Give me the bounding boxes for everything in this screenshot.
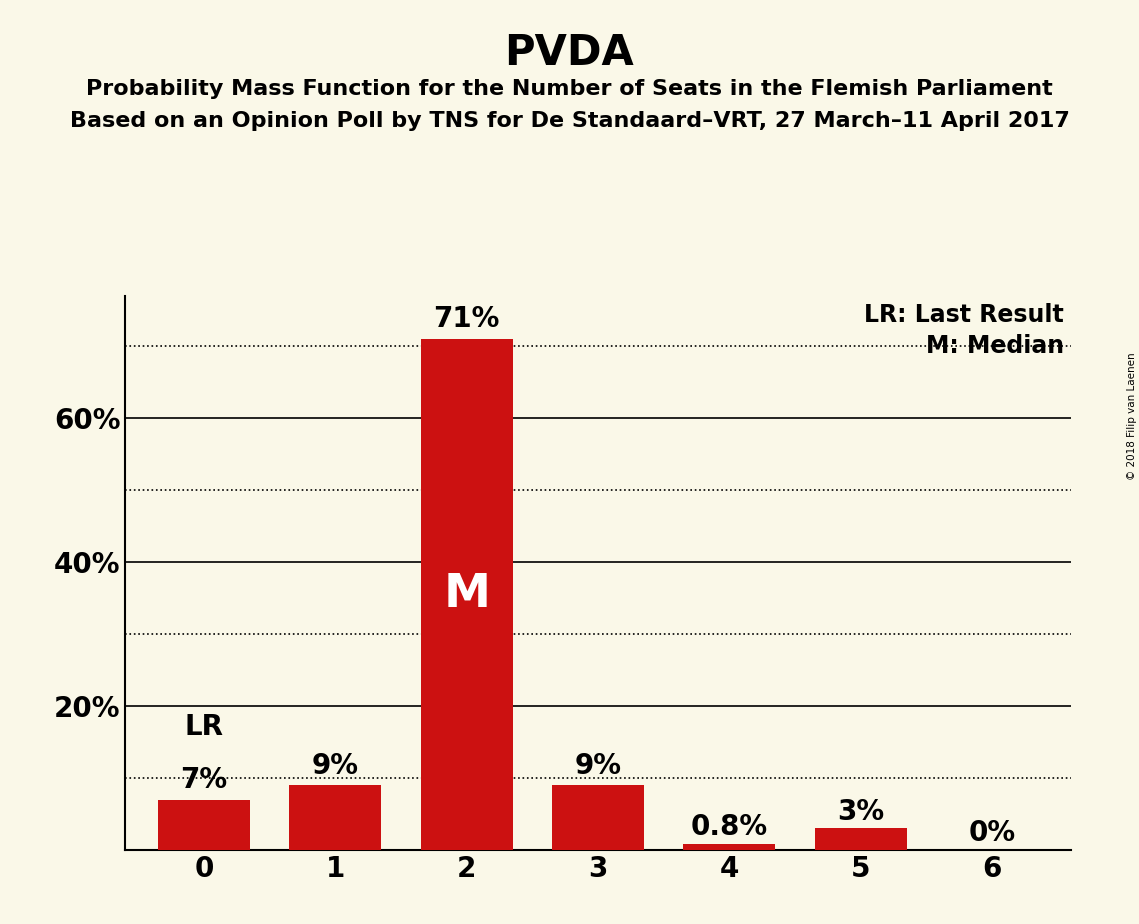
Text: 7%: 7%: [180, 766, 228, 794]
Text: Probability Mass Function for the Number of Seats in the Flemish Parliament: Probability Mass Function for the Number…: [87, 79, 1052, 99]
Text: M: Median: M: Median: [926, 334, 1064, 359]
Text: 0%: 0%: [968, 820, 1016, 847]
Text: 9%: 9%: [574, 751, 622, 780]
Text: 3%: 3%: [837, 797, 884, 826]
Bar: [552, 785, 644, 850]
Text: 71%: 71%: [434, 305, 500, 334]
Bar: [158, 799, 251, 850]
Bar: [289, 785, 382, 850]
Text: LR: Last Result: LR: Last Result: [865, 303, 1064, 327]
Text: © 2018 Filip van Laenen: © 2018 Filip van Laenen: [1126, 352, 1137, 480]
Bar: [420, 339, 513, 850]
Text: M: M: [443, 572, 490, 617]
Text: 0.8%: 0.8%: [690, 813, 768, 842]
Text: Based on an Opinion Poll by TNS for De Standaard–VRT, 27 March–11 April 2017: Based on an Opinion Poll by TNS for De S…: [69, 111, 1070, 131]
Bar: [814, 829, 907, 850]
Text: 9%: 9%: [312, 751, 359, 780]
Bar: [683, 845, 776, 850]
Text: LR: LR: [185, 713, 223, 741]
Text: PVDA: PVDA: [505, 32, 634, 74]
